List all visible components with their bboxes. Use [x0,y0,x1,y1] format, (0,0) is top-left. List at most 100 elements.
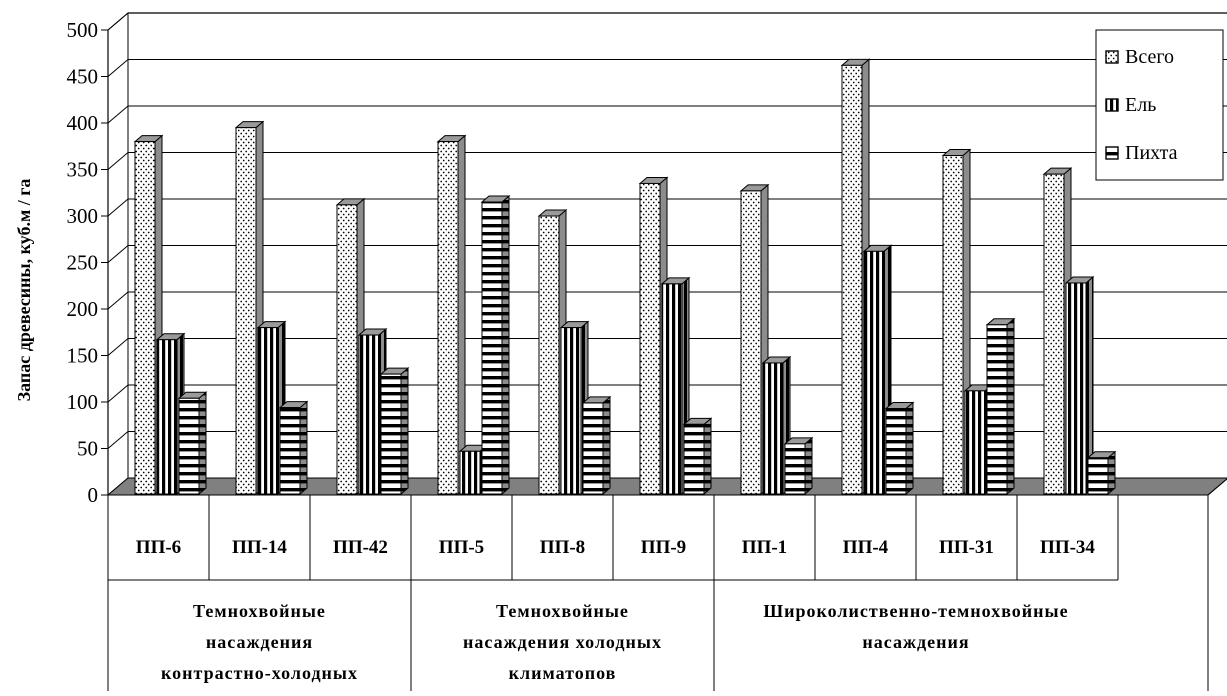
bar-front [841,64,863,495]
category-label: ПП-31 [939,537,994,558]
gridline-diag [107,384,129,403]
group-label: насаждения холодных [463,632,662,652]
legend-swatch [1105,146,1119,160]
bar-front [235,127,257,495]
bar-front [863,250,885,495]
legend-label: Ель [1125,94,1156,116]
bar-front [661,283,683,495]
bar [985,317,1016,496]
bar-front [178,397,200,495]
legend-item: Ель [1105,94,1156,116]
bar-front [784,443,806,495]
bar [177,391,208,496]
bar [480,194,511,496]
bar-front [134,141,156,495]
bar-front [582,402,604,495]
gridline-diag [107,291,129,310]
gridline-diag [107,105,129,124]
legend-item: Всего [1105,46,1174,68]
y-tick-label: 150 [67,344,99,368]
bar-side [501,194,510,496]
group-label: контрастно-холодных [161,663,358,683]
bar [581,395,612,496]
category-label: ПП-4 [843,537,889,558]
bar-front [683,423,705,495]
group-label: Темнохвойные [496,601,629,621]
bar-front [279,407,301,495]
bar [436,134,467,496]
gridline-diag [107,152,129,170]
gridline-diag [107,198,129,217]
y-tick-label: 300 [67,204,99,228]
bar-front [964,390,986,495]
category-label: ПП-1 [742,537,787,558]
bar-front [459,450,481,495]
bar [1086,450,1117,496]
bar-side [703,417,712,496]
bar-front [358,334,380,495]
bar-front [1065,282,1087,495]
y-tick-label: 0 [88,483,99,507]
category-label: ПП-34 [1040,537,1095,558]
bar-side [1107,450,1116,496]
bars [133,58,1117,496]
category-label: ПП-9 [641,537,686,558]
bar-front [156,339,178,495]
y-tick-label: 450 [67,65,99,89]
bar-front [986,324,1008,495]
bar-side [804,436,813,496]
category-label: ПП-42 [333,537,388,558]
y-tick-label: 100 [67,390,99,414]
group-label: насаждения [206,632,313,652]
y-tick-label: 200 [67,297,99,321]
category-label: ПП-6 [136,537,181,558]
bar-front [380,373,402,495]
bar-front [538,215,560,495]
bar-front [1043,173,1065,495]
bar-front [336,204,358,495]
category-label: ПП-5 [439,537,484,558]
gridline-diag [107,338,129,356]
legend-label: Всего [1125,46,1174,68]
gridline-diag [107,12,129,31]
bar-front [885,408,907,495]
bar [234,120,265,496]
category-label: ПП-8 [540,537,585,558]
floor-edge [1207,478,1227,496]
bar-front [942,155,964,495]
category-table: ПП-6 ПП-14 ПП-42 ПП-5 ПП-8 ПП-9 ПП-1 ПП-4 ПП-31 П… [107,478,1227,691]
bar-side [1006,317,1015,496]
bar-front [560,327,582,495]
legend-swatch [1105,50,1119,64]
gridline-diag [107,59,129,77]
bar-side [905,401,914,496]
bar [682,417,713,496]
legend-swatch [1105,98,1119,112]
y-axis-title: Запас древесины, куб.м / га [14,179,34,402]
category-label: ПП-14 [232,537,287,558]
bar-front [437,141,459,495]
bar [884,401,915,496]
bar-side [198,391,207,496]
legend-label: Пихта [1125,142,1178,164]
group-label: Темнохвойные [193,601,326,621]
bar-front [257,327,279,495]
bar [783,436,814,496]
bar [278,400,309,496]
y-tick-labels: 0 50 100 150 200 250 300 350 400 450 500 [67,18,99,507]
legend-item: Пихта [1105,142,1178,164]
bar-side [602,395,611,496]
y-tick-label: 350 [67,158,99,182]
y-tick-label: 50 [77,437,98,461]
group-label: насаждения [862,632,969,652]
bar-side [400,367,409,496]
group-label: Широколиственно-темнохвойные [763,601,1068,621]
bar-front [762,362,784,495]
gridline-diag [107,431,129,449]
group-label: климатопов [509,663,617,683]
gridline-diag [107,245,129,263]
bar-front [1087,457,1109,495]
y-tick-label: 250 [67,251,99,275]
y-tick-label: 400 [67,111,99,135]
